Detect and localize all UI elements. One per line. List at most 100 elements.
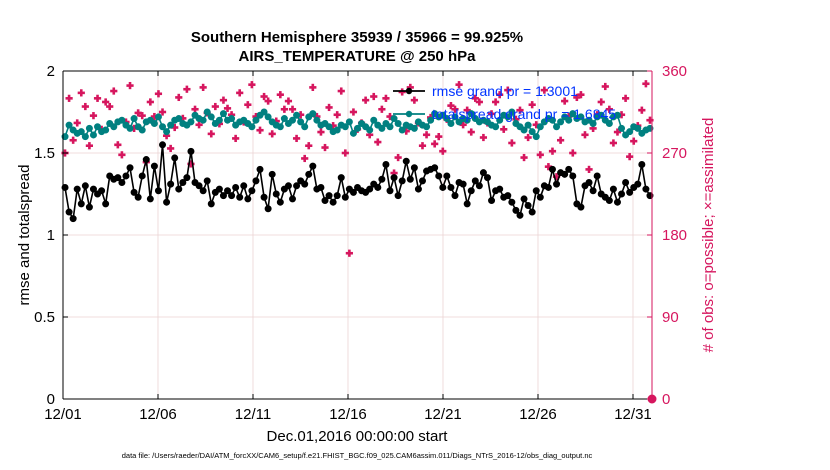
spread-point [154, 113, 162, 121]
spread-point [325, 123, 333, 131]
obs-count-marker [520, 153, 528, 162]
rmse-point [471, 177, 479, 185]
spread-point [589, 119, 597, 127]
rmse-point [77, 200, 85, 208]
legend-rmse-marker [405, 87, 413, 95]
rmse-point [183, 174, 191, 182]
spread-point [613, 111, 621, 119]
spread-point [276, 123, 284, 131]
rmse-point [146, 195, 154, 203]
obs-count-marker [248, 81, 256, 89]
rmse-point [272, 190, 280, 198]
spread-point [94, 123, 102, 131]
obs-count-marker [362, 96, 370, 104]
obs-count-marker [642, 80, 650, 88]
rmse-point [341, 193, 349, 201]
spread-point [130, 115, 138, 123]
y-right-tick-label: 360 [662, 63, 687, 80]
spread-point [569, 110, 577, 118]
obs-count-marker [264, 97, 272, 105]
rmse-point [605, 197, 613, 205]
obs-count-marker [102, 98, 110, 106]
obs-count-marker [548, 147, 557, 155]
obs-count-marker [536, 151, 544, 159]
obs-count-marker [317, 128, 325, 136]
spread-point [341, 123, 349, 131]
obs-count-marker [569, 149, 577, 157]
obs-count-marker [280, 105, 288, 113]
rmse-point [398, 177, 406, 185]
spread-point [524, 121, 532, 129]
obs-count-marker [609, 139, 618, 147]
obs-count-marker [630, 137, 638, 145]
rmse-point [232, 183, 240, 191]
rmse-point [159, 141, 167, 149]
spread-point [280, 115, 288, 123]
obs-count-marker [621, 94, 630, 102]
rmse-point [435, 172, 443, 180]
rmse-point [386, 187, 394, 195]
obs-count-marker [487, 110, 496, 118]
rmse-point [626, 188, 634, 196]
obs-count-marker [345, 249, 353, 257]
rmse-point [459, 180, 467, 188]
spread-point [219, 110, 227, 118]
spread-point [150, 119, 158, 127]
spread-point [248, 123, 256, 131]
obs-count-marker [585, 165, 593, 173]
rmse-point [126, 164, 134, 172]
obs-count-marker [260, 92, 268, 101]
rmse-point [240, 182, 248, 190]
rmse-point [260, 193, 268, 201]
spread-point [126, 124, 134, 132]
obs-count-marker [236, 89, 244, 97]
rmse-point [467, 187, 475, 195]
spread-point [398, 126, 406, 134]
rmse-point [593, 172, 601, 180]
x-tick-label: 12/21 [424, 406, 462, 423]
obs-count-marker [516, 106, 524, 114]
rmse-point [418, 177, 426, 185]
rmse-point [634, 180, 642, 188]
obs-count-marker [370, 92, 378, 101]
spread-point [370, 116, 378, 124]
rmse-point [488, 197, 496, 205]
rmse-point [479, 169, 487, 177]
obs-count-marker [451, 105, 459, 113]
obs-count-marker [374, 138, 382, 146]
obs-count-marker [207, 130, 215, 138]
rmse-point [154, 187, 162, 195]
spread-point [345, 118, 353, 126]
rmse-point [321, 197, 329, 205]
obs-count-marker [211, 102, 219, 111]
spread-point [557, 118, 565, 126]
spread-point [618, 124, 626, 132]
rmse-point [585, 179, 593, 187]
obs-count-marker [219, 96, 228, 104]
spread-point [252, 116, 260, 124]
obs-count-marker [382, 94, 390, 102]
obs-count-marker [89, 112, 98, 120]
spread-point [536, 123, 544, 131]
obs-count-marker [85, 142, 94, 150]
obs-count-marker [93, 94, 102, 102]
obs-count-marker [467, 128, 475, 136]
rmse-point [349, 188, 357, 196]
rmse-point [443, 172, 451, 180]
rmse-point [382, 160, 390, 168]
obs-count-marker [69, 136, 77, 144]
obs-count-marker [138, 112, 146, 120]
x-tick-label: 12/16 [329, 406, 367, 423]
legend-rmse-label: rmse grand pr = 1.3001 [432, 83, 578, 99]
obs-count-marker [463, 106, 471, 114]
spread-point [443, 115, 451, 123]
obs-count-marker [276, 91, 284, 99]
x-tick-label: 12/11 [235, 406, 271, 423]
obs-count-marker [378, 105, 386, 113]
obs-count-marker [191, 105, 199, 113]
y-right-tick-label: 180 [662, 227, 687, 244]
rmse-point [219, 192, 227, 200]
rmse-point [301, 180, 309, 188]
rmse-point [337, 174, 345, 182]
spread-point [138, 126, 146, 134]
